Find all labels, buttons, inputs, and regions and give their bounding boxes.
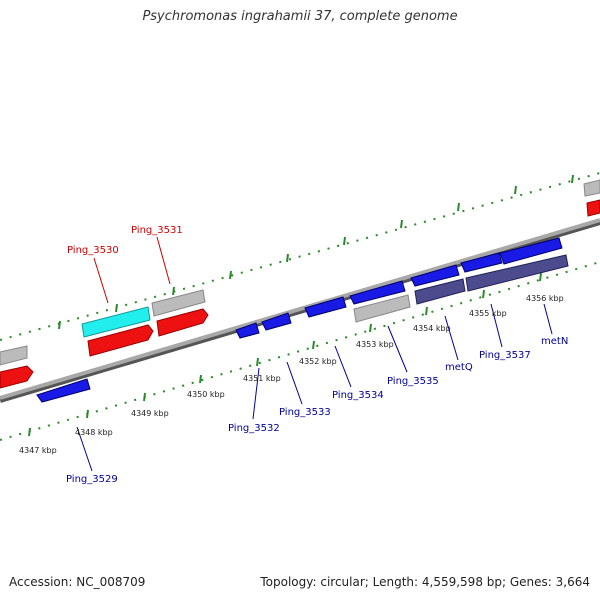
major-ticks [28, 174, 574, 437]
gene-label: metN [541, 336, 568, 347]
major-tick [172, 286, 175, 296]
gene-label: metQ [445, 362, 473, 373]
gene-label: Ping_3529 [66, 474, 118, 485]
major-tick [28, 427, 31, 437]
major-tick [286, 253, 289, 263]
kbp-label: 4353 kbp [356, 340, 394, 349]
gene-feature-blue [499, 237, 563, 265]
gene-feature-slate [465, 254, 569, 292]
major-tick [199, 374, 202, 384]
gene-feature-blue [410, 264, 460, 287]
accession-text: Accession: NC_008709 [9, 575, 146, 589]
upper-tick-track [0, 172, 600, 341]
gene-label: Ping_3533 [279, 407, 331, 418]
major-tick [115, 303, 118, 313]
kbp-label: 4351 kbp [243, 374, 281, 383]
gene-label: Ping_3530 [67, 245, 119, 256]
gene-label: Ping_3531 [131, 225, 183, 236]
gene-feature-gray [0, 345, 28, 366]
kbp-label: 4354 kbp [413, 324, 451, 333]
gene-label: Ping_3537 [479, 350, 531, 361]
major-tick [229, 270, 232, 280]
major-tick [86, 409, 89, 419]
major-tick [514, 185, 517, 195]
major-tick [58, 320, 61, 330]
gene-feature-blue [460, 252, 503, 273]
gene-feature-red [0, 365, 34, 389]
major-tick [571, 174, 574, 184]
gene-feature-red [586, 199, 600, 217]
genome-stats-text: Topology: circular; Length: 4,559,598 bp… [260, 575, 590, 589]
lower-tick-track [0, 261, 600, 441]
kbp-label: 4348 kbp [75, 428, 113, 437]
major-tick [539, 272, 542, 282]
gene-feature-gray [353, 294, 411, 323]
leader-lines-blue [76, 303, 553, 472]
gene-feature-cyan [81, 306, 151, 338]
gene-feature-blue [36, 378, 91, 403]
backbone [0, 218, 600, 400]
kbp-label: 4355 kbp [469, 309, 507, 318]
major-tick [369, 323, 372, 333]
gene-feature-gray [583, 179, 600, 197]
gene-feature-slate [414, 278, 466, 305]
gene-feature-red [156, 308, 209, 337]
kbp-label: 4347 kbp [19, 446, 57, 455]
gene-label: Ping_3535 [387, 376, 439, 387]
kbp-label: 4356 kbp [526, 294, 564, 303]
kbp-label: 4349 kbp [131, 409, 169, 418]
reverse-features [36, 237, 563, 403]
gene-label: Ping_3534 [332, 390, 384, 401]
gene-feature-blue [304, 296, 347, 318]
major-tick [400, 219, 403, 229]
forward-features [0, 179, 600, 389]
gene-feature-gray [151, 289, 206, 317]
major-tick [312, 340, 315, 350]
major-tick [343, 236, 346, 246]
gene-feature-blue [261, 312, 292, 331]
kbp-label: 4352 kbp [299, 357, 337, 366]
kbp-label: 4350 kbp [187, 390, 225, 399]
gene-feature-red [87, 324, 154, 357]
major-tick [143, 392, 146, 402]
map-title: Psychromonas ingrahamii 37, complete gen… [142, 9, 458, 24]
gene-label: Ping_3532 [228, 423, 280, 434]
major-tick [482, 289, 485, 299]
gene-feature-blue [235, 322, 260, 339]
gene-feature-blue [349, 280, 406, 305]
leader-lines-red [93, 236, 171, 304]
major-tick [457, 202, 460, 212]
major-tick [256, 357, 259, 367]
major-tick [425, 306, 428, 316]
